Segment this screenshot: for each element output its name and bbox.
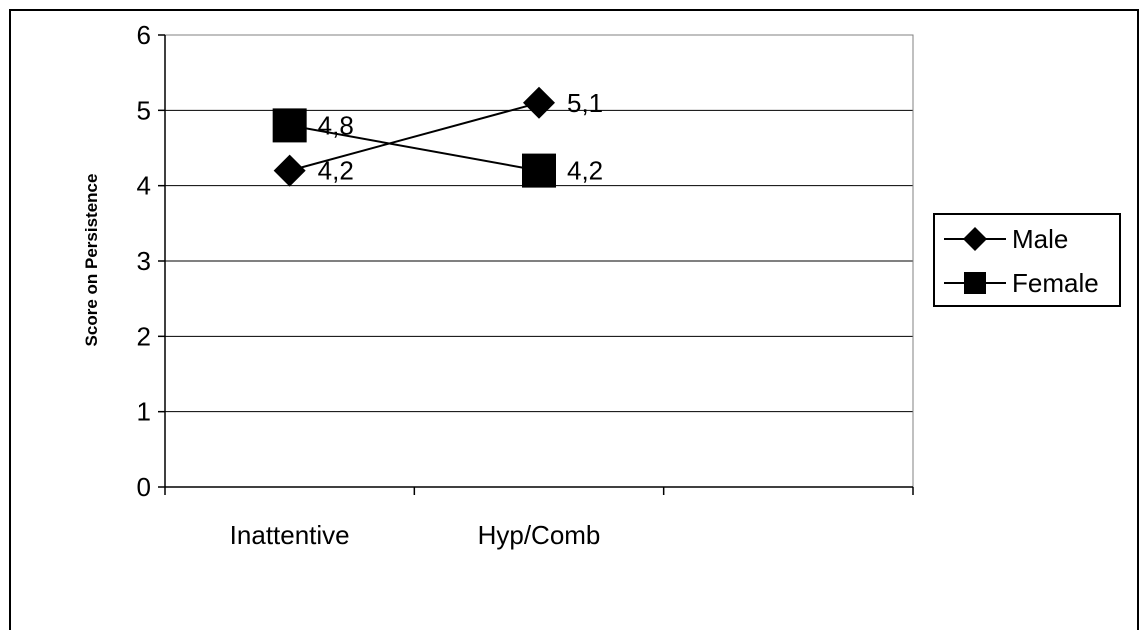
y-tick-label-1: 1 xyxy=(137,397,151,427)
marker-male-0 xyxy=(273,154,306,187)
data-labels: 4,2 5,1 4,8 4,2 xyxy=(318,88,603,186)
series-markers xyxy=(272,86,556,188)
y-tick-label-6: 6 xyxy=(137,20,151,50)
x-category-labels: Inattentive Hyp/Comb xyxy=(230,520,601,550)
chart-frame xyxy=(9,9,1139,630)
y-tick-label-5: 5 xyxy=(137,95,151,125)
x-category-label-1: Hyp/Comb xyxy=(478,520,601,550)
x-category-label-0: Inattentive xyxy=(230,520,350,550)
marker-male-1 xyxy=(523,86,555,119)
legend-marker-male xyxy=(963,227,987,251)
data-label-female-1: 4,2 xyxy=(567,156,603,186)
legend-label-male: Male xyxy=(1012,224,1068,254)
marker-female-0 xyxy=(272,108,307,143)
data-label-male-1: 5,1 xyxy=(567,88,603,118)
marker-female-1 xyxy=(522,153,556,188)
y-tick-label-0: 0 xyxy=(137,472,151,502)
series-lines xyxy=(289,101,540,172)
legend: Male Female xyxy=(933,213,1121,307)
legend-label-female: Female xyxy=(1012,268,1099,298)
y-tick-labels: 0 1 2 3 4 5 6 xyxy=(137,20,151,502)
y-axis-label: Score on Persistence xyxy=(82,174,101,347)
data-label-male-0: 4,2 xyxy=(318,156,354,186)
y-tick-label-3: 3 xyxy=(137,246,151,276)
series-line-male xyxy=(289,101,540,172)
y-tick-label-4: 4 xyxy=(137,171,151,201)
y-tick-label-2: 2 xyxy=(137,321,151,351)
series-line-female xyxy=(289,124,540,172)
axes xyxy=(158,34,914,495)
legend-marker-female xyxy=(964,272,986,294)
data-label-female-0: 4,8 xyxy=(318,110,354,140)
